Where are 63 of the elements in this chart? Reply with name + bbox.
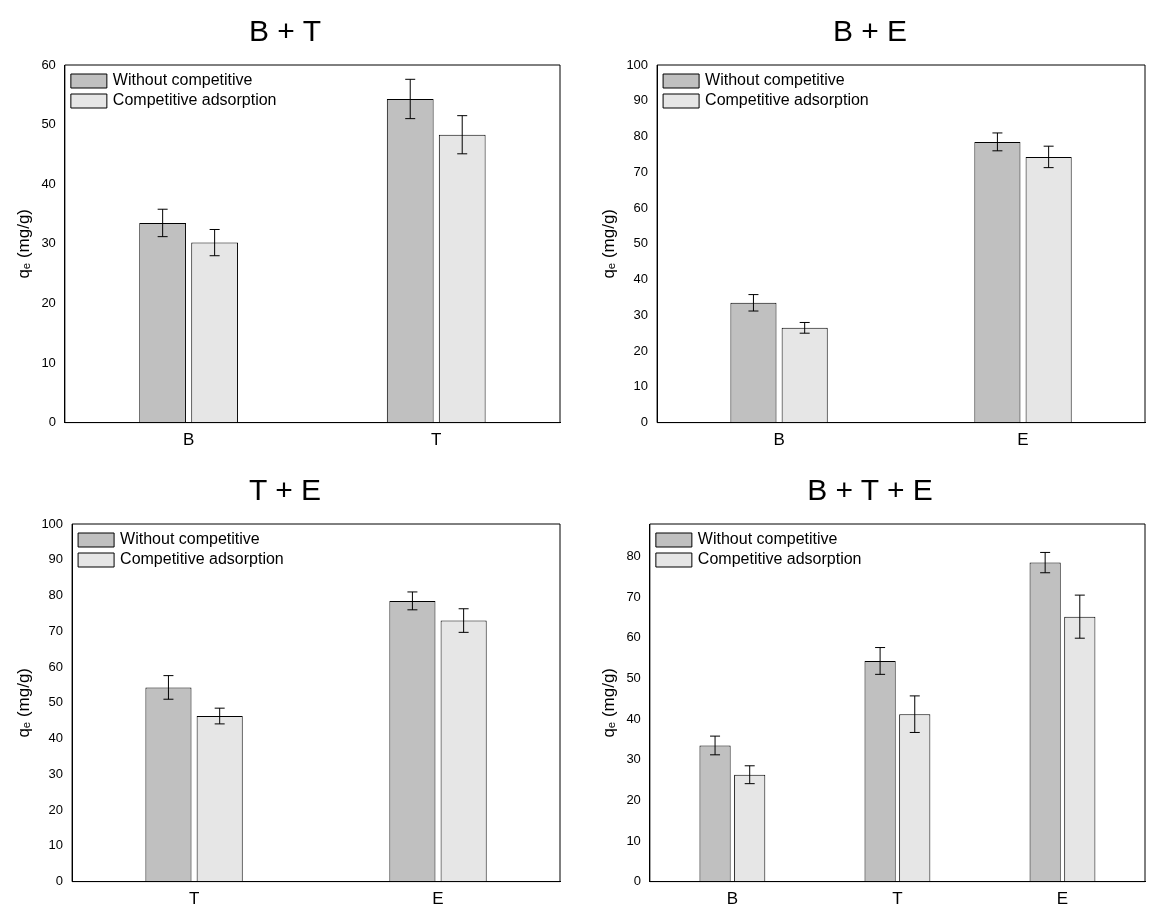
y-tick-label: 30 — [633, 306, 649, 322]
y-axis-title: qₑ (mg/g) — [598, 208, 618, 279]
y-tick-label: 60 — [633, 199, 649, 215]
y-tick-label: 60 — [41, 56, 56, 72]
y-tick-label: 10 — [41, 354, 56, 370]
y-tick-label: 60 — [48, 658, 64, 674]
y-tick-label: 20 — [626, 791, 641, 807]
y-tick-label: 0 — [48, 414, 56, 430]
legend-label: Competitive adsorption — [705, 91, 869, 109]
y-tick-label: 10 — [633, 378, 649, 394]
y-tick-label: 40 — [48, 730, 64, 746]
y-tick-label: 30 — [41, 235, 56, 251]
chart-title: B + T — [249, 14, 321, 48]
legend-label: Competitive adsorption — [120, 550, 284, 568]
x-tick-label: T — [431, 430, 442, 450]
x-tick-label: B — [773, 430, 785, 450]
y-axis-title: qₑ (mg/g) — [13, 667, 33, 738]
y-tick-label: 20 — [41, 294, 56, 310]
x-tick-label: E — [1056, 889, 1069, 909]
y-tick-label: 40 — [633, 271, 649, 287]
y-tick-label: 0 — [640, 414, 649, 430]
y-tick-label: 20 — [48, 801, 64, 817]
x-tick-label: E — [432, 889, 444, 909]
x-tick-label: T — [188, 889, 200, 909]
y-tick-label: 50 — [633, 235, 649, 251]
y-tick-label: 30 — [626, 751, 641, 767]
chart-title: B + E — [832, 14, 908, 48]
y-tick-label: 70 — [48, 622, 64, 638]
y-tick-label: 50 — [48, 694, 64, 710]
y-tick-label: 40 — [41, 175, 56, 191]
y-tick-label: 80 — [626, 548, 641, 564]
y-tick-label: 100 — [626, 56, 649, 72]
x-tick-label: B — [726, 889, 739, 909]
y-tick-label: 90 — [633, 92, 649, 108]
y-tick-label: 70 — [626, 588, 641, 604]
legend-label: Competitive adsorption — [112, 91, 277, 109]
y-tick-label: 50 — [626, 670, 641, 685]
y-tick-label: 70 — [633, 163, 649, 179]
chart-title: B + T + E — [807, 473, 933, 507]
x-tick-label: T — [892, 889, 903, 909]
x-tick-label: B — [182, 430, 195, 450]
y-tick-label: 0 — [55, 873, 64, 889]
legend-label: Without competitive — [120, 530, 260, 548]
y-tick-label: 80 — [633, 128, 649, 144]
y-tick-label: 0 — [633, 873, 641, 889]
legend-label: Without competitive — [697, 530, 838, 548]
y-tick-label: 90 — [48, 551, 64, 567]
y-tick-label: 100 — [41, 515, 64, 531]
chart-title: T + E — [249, 473, 321, 507]
legend-label: Without competitive — [705, 71, 845, 89]
legend-label: Without competitive — [112, 71, 253, 89]
legend-label: Competitive adsorption — [697, 550, 862, 568]
y-tick-label: 60 — [626, 629, 641, 645]
y-tick-label: 10 — [48, 837, 64, 853]
y-axis-title: qₑ (mg/g) — [598, 667, 618, 738]
y-tick-label: 30 — [48, 765, 64, 781]
y-axis-title: qₑ (mg/g) — [13, 208, 33, 279]
y-tick-label: 40 — [626, 710, 641, 726]
y-tick-label: 50 — [41, 116, 56, 132]
y-tick-label: 20 — [633, 342, 649, 358]
y-tick-label: 80 — [48, 587, 64, 603]
x-tick-label: E — [1017, 430, 1029, 450]
y-tick-label: 10 — [626, 832, 641, 848]
